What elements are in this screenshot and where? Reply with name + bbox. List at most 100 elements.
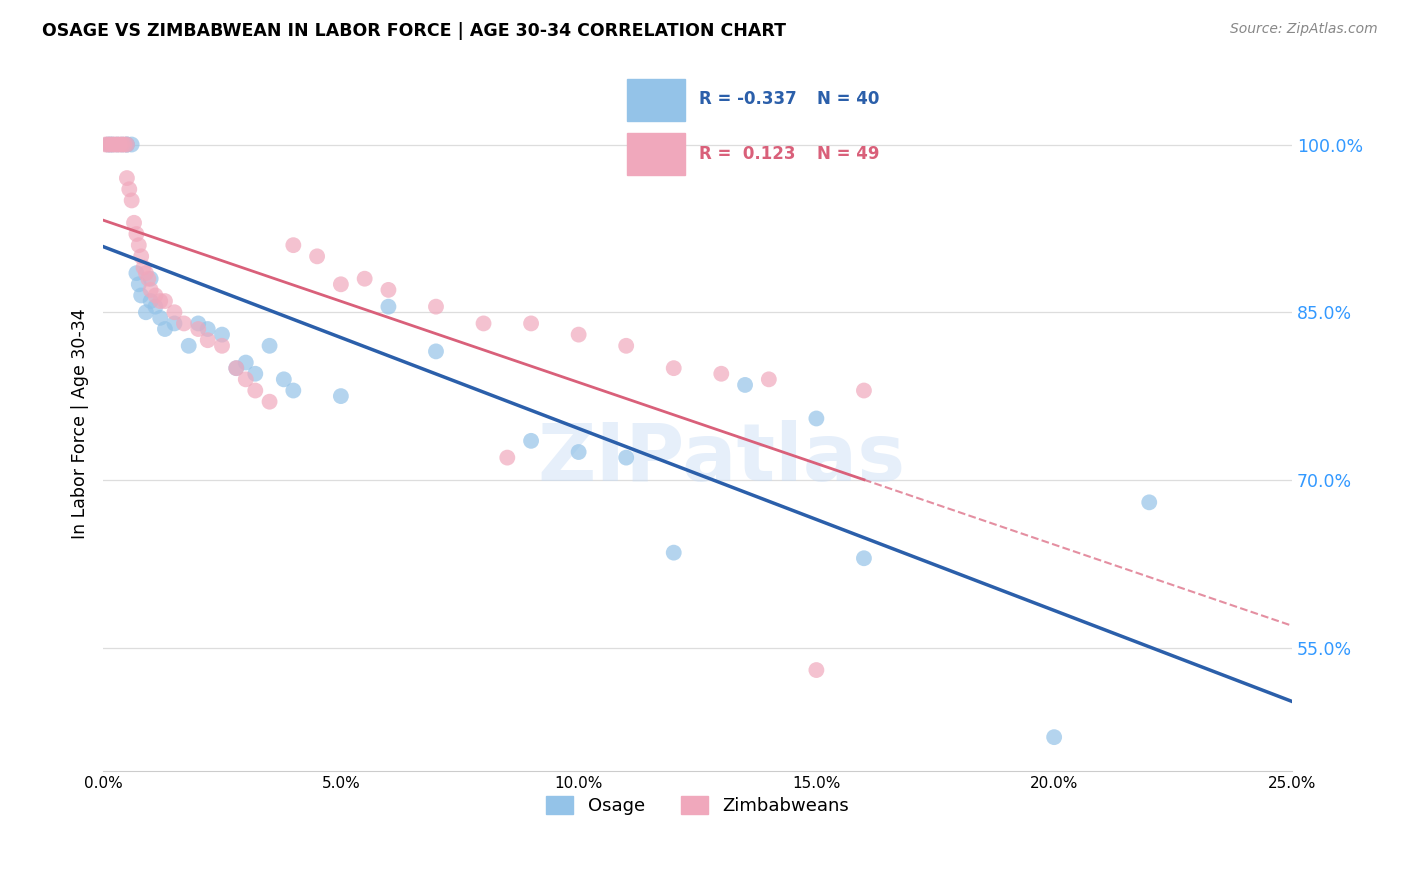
- Point: [329, 277, 352, 292]
- Point: [139, 294, 162, 309]
- Text: R = -0.337: R = -0.337: [699, 90, 797, 109]
- Point: [259, 394, 281, 409]
- Point: [97, 137, 120, 152]
- Point: [662, 546, 685, 560]
- Point: [153, 294, 176, 309]
- Point: [425, 300, 447, 314]
- Point: [425, 344, 447, 359]
- Point: [472, 317, 495, 331]
- Point: [283, 238, 305, 252]
- Point: [329, 389, 352, 403]
- Bar: [627, 133, 685, 175]
- Point: [353, 271, 375, 285]
- Point: [235, 372, 257, 386]
- Point: [105, 137, 128, 152]
- Point: [149, 310, 172, 325]
- Point: [568, 327, 591, 342]
- Text: N = 40: N = 40: [817, 90, 880, 109]
- Point: [111, 137, 134, 152]
- Point: [197, 322, 219, 336]
- Point: [115, 137, 138, 152]
- Point: [197, 333, 219, 347]
- Point: [496, 450, 519, 465]
- Point: [118, 182, 141, 196]
- Point: [125, 227, 148, 241]
- Text: ZIPatlas: ZIPatlas: [537, 420, 905, 498]
- Point: [245, 384, 267, 398]
- Point: [97, 137, 120, 152]
- Point: [145, 288, 167, 302]
- Point: [149, 294, 172, 309]
- Point: [101, 137, 124, 152]
- Text: Source: ZipAtlas.com: Source: ZipAtlas.com: [1230, 22, 1378, 37]
- Point: [235, 355, 257, 369]
- Point: [136, 271, 159, 285]
- Point: [101, 137, 124, 152]
- Point: [225, 361, 247, 376]
- Point: [614, 450, 637, 465]
- Point: [806, 411, 828, 425]
- Point: [1137, 495, 1160, 509]
- Point: [129, 249, 152, 263]
- Point: [758, 372, 780, 386]
- Point: [145, 300, 167, 314]
- Point: [128, 277, 150, 292]
- Point: [135, 266, 157, 280]
- Point: [520, 317, 543, 331]
- Point: [245, 367, 267, 381]
- Point: [806, 663, 828, 677]
- Point: [163, 317, 186, 331]
- Point: [98, 137, 121, 152]
- Point: [177, 339, 200, 353]
- Point: [132, 260, 155, 275]
- Point: [129, 288, 152, 302]
- Point: [115, 137, 138, 152]
- Point: [115, 171, 138, 186]
- Text: OSAGE VS ZIMBABWEAN IN LABOR FORCE | AGE 30-34 CORRELATION CHART: OSAGE VS ZIMBABWEAN IN LABOR FORCE | AGE…: [42, 22, 786, 40]
- Point: [108, 137, 131, 152]
- Point: [125, 266, 148, 280]
- Point: [734, 378, 756, 392]
- Point: [614, 339, 637, 353]
- Point: [852, 384, 875, 398]
- Point: [187, 317, 209, 331]
- Point: [111, 137, 134, 152]
- Point: [139, 271, 162, 285]
- Point: [122, 216, 145, 230]
- Point: [710, 367, 733, 381]
- Text: N = 49: N = 49: [817, 145, 880, 162]
- Point: [211, 327, 233, 342]
- Point: [283, 384, 305, 398]
- Point: [139, 283, 162, 297]
- Y-axis label: In Labor Force | Age 30-34: In Labor Force | Age 30-34: [72, 309, 89, 540]
- Point: [115, 137, 138, 152]
- Point: [135, 305, 157, 319]
- Point: [121, 194, 143, 208]
- Point: [1043, 730, 1066, 744]
- Point: [852, 551, 875, 566]
- Point: [259, 339, 281, 353]
- Point: [153, 322, 176, 336]
- Point: [377, 300, 399, 314]
- Point: [163, 305, 186, 319]
- Point: [307, 249, 329, 263]
- Point: [662, 361, 685, 376]
- Point: [273, 372, 295, 386]
- Point: [225, 361, 247, 376]
- Point: [105, 137, 128, 152]
- Point: [128, 238, 150, 252]
- Text: R =  0.123: R = 0.123: [699, 145, 796, 162]
- Point: [104, 137, 127, 152]
- Point: [520, 434, 543, 448]
- Point: [94, 137, 117, 152]
- Point: [187, 322, 209, 336]
- Point: [121, 137, 143, 152]
- Point: [377, 283, 399, 297]
- Point: [114, 137, 136, 152]
- Point: [173, 317, 195, 331]
- Legend: Osage, Zimbabweans: Osage, Zimbabweans: [537, 787, 858, 824]
- Point: [568, 445, 591, 459]
- Point: [98, 137, 121, 152]
- Point: [211, 339, 233, 353]
- Bar: [627, 79, 685, 121]
